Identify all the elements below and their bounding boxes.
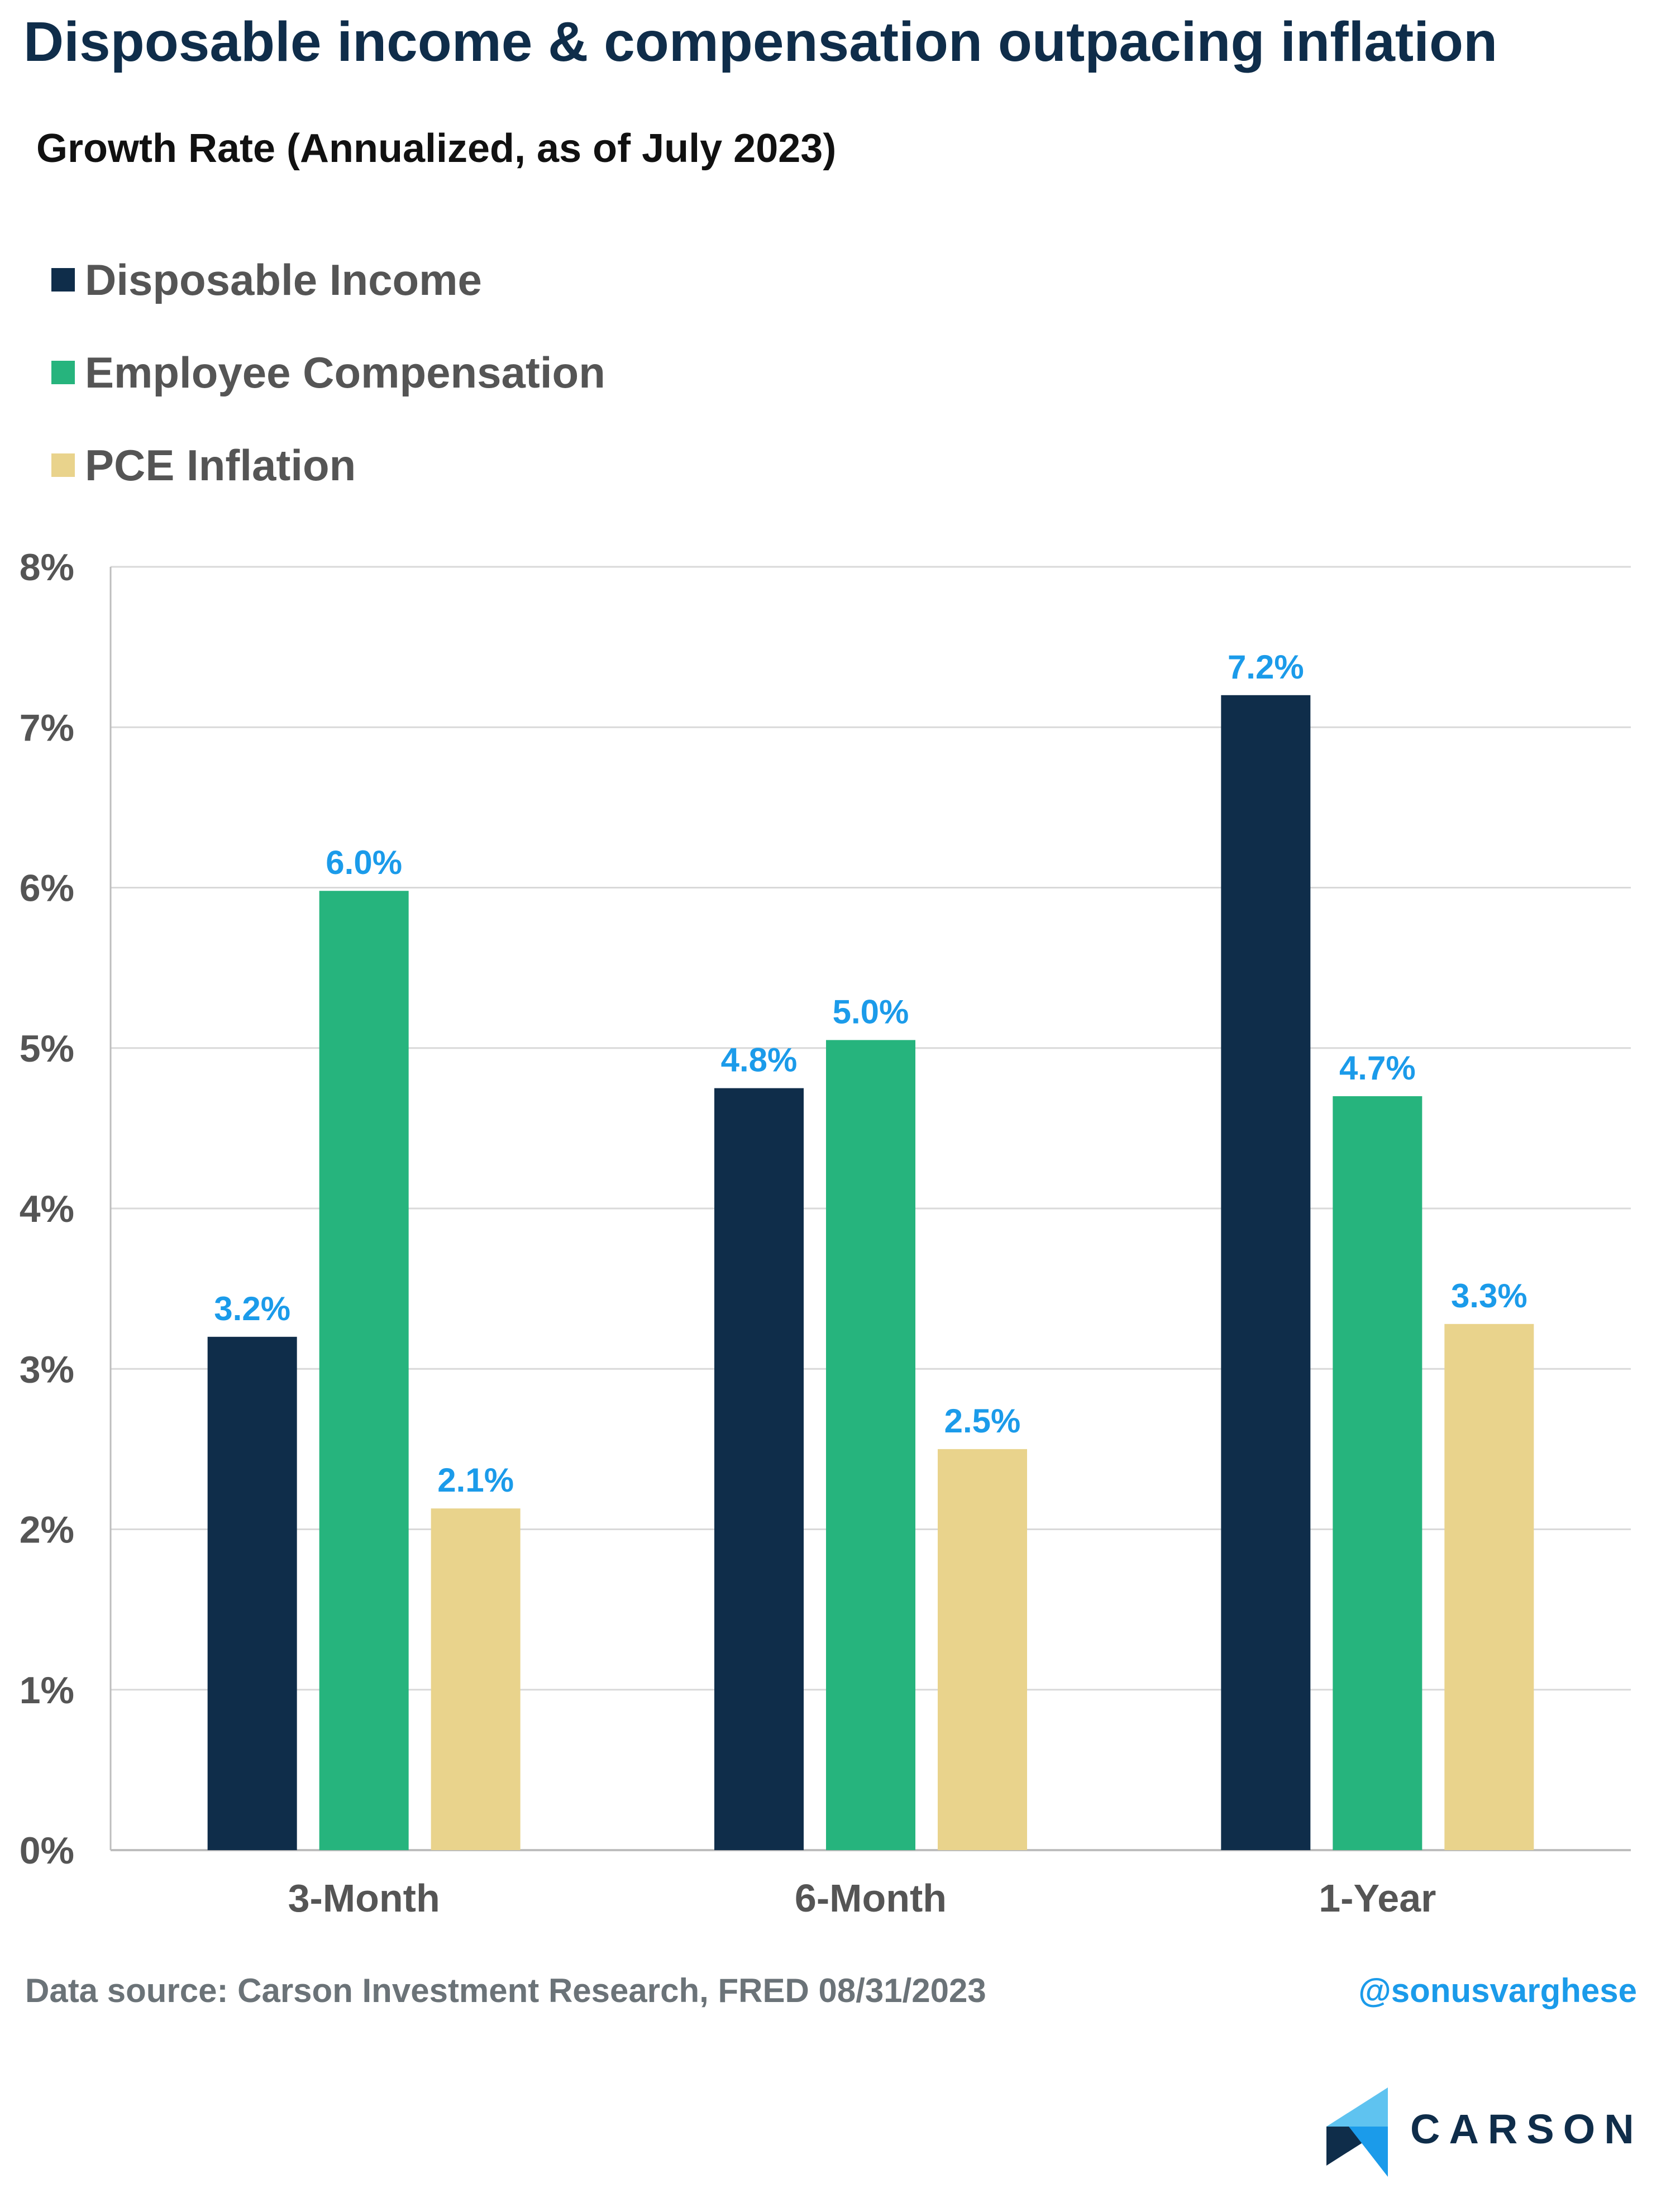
legend: Disposable Income Employee Compensation … bbox=[51, 233, 605, 512]
y-tick-label: 6% bbox=[20, 867, 74, 910]
bar bbox=[1221, 695, 1311, 1850]
x-tick-label: 6-Month bbox=[795, 1876, 947, 1920]
chart-subtitle: Growth Rate (Annualized, as of July 2023… bbox=[36, 126, 837, 171]
data-label: 4.8% bbox=[721, 1041, 798, 1079]
carson-logo: CARSON bbox=[1326, 2087, 1639, 2177]
bar bbox=[1444, 1324, 1534, 1850]
chart-title: Disposable income & compensation outpaci… bbox=[23, 11, 1498, 73]
x-tick-label: 3-Month bbox=[288, 1876, 440, 1920]
y-tick-label: 2% bbox=[20, 1509, 74, 1551]
legend-item-employee-compensation: Employee Compensation bbox=[51, 326, 605, 419]
bar bbox=[431, 1508, 521, 1850]
author-handle[interactable]: @sonusvarghese bbox=[1358, 1972, 1637, 2009]
x-tick-label: 1-Year bbox=[1319, 1876, 1436, 1920]
legend-swatch-employee-compensation bbox=[51, 361, 75, 384]
data-label: 3.3% bbox=[1451, 1277, 1527, 1315]
y-tick-label: 5% bbox=[20, 1028, 74, 1070]
legend-item-disposable-income: Disposable Income bbox=[51, 233, 605, 326]
y-tick-label: 8% bbox=[20, 546, 74, 589]
data-label: 3.2% bbox=[214, 1290, 290, 1327]
bar bbox=[207, 1336, 297, 1850]
y-tick-label: 1% bbox=[20, 1669, 74, 1712]
legend-item-pce-inflation: PCE Inflation bbox=[51, 419, 605, 512]
bar bbox=[319, 891, 409, 1850]
legend-label: PCE Inflation bbox=[85, 440, 356, 490]
data-source-note: Data source: Carson Investment Research,… bbox=[25, 1972, 986, 2009]
bar bbox=[826, 1040, 915, 1850]
legend-label: Disposable Income bbox=[85, 255, 482, 304]
data-label: 2.5% bbox=[944, 1402, 1021, 1440]
bar bbox=[714, 1088, 804, 1850]
bar bbox=[938, 1449, 1027, 1850]
bar bbox=[1333, 1096, 1422, 1850]
y-tick-label: 0% bbox=[20, 1829, 74, 1872]
carson-logo-icon bbox=[1326, 2087, 1388, 2177]
y-tick-label: 3% bbox=[20, 1348, 74, 1391]
data-label: 2.1% bbox=[437, 1461, 514, 1499]
data-label: 4.7% bbox=[1339, 1049, 1416, 1087]
bar-chart: 0% 1% 2% 3% 4% 5% 6% 7% 8% 3.2% 6.0% 2.1% 3-Month 4.8… bbox=[20, 546, 1631, 1920]
legend-label: Employee Compensation bbox=[85, 347, 605, 397]
legend-swatch-disposable-income bbox=[51, 268, 75, 292]
logo-text: CARSON bbox=[1410, 2106, 1643, 2152]
y-tick-label: 4% bbox=[20, 1188, 74, 1230]
data-label: 7.2% bbox=[1228, 648, 1304, 686]
y-tick-label: 7% bbox=[20, 706, 74, 749]
data-label: 5.0% bbox=[833, 993, 909, 1030]
data-label: 6.0% bbox=[326, 844, 402, 881]
legend-swatch-pce-inflation bbox=[51, 453, 75, 477]
